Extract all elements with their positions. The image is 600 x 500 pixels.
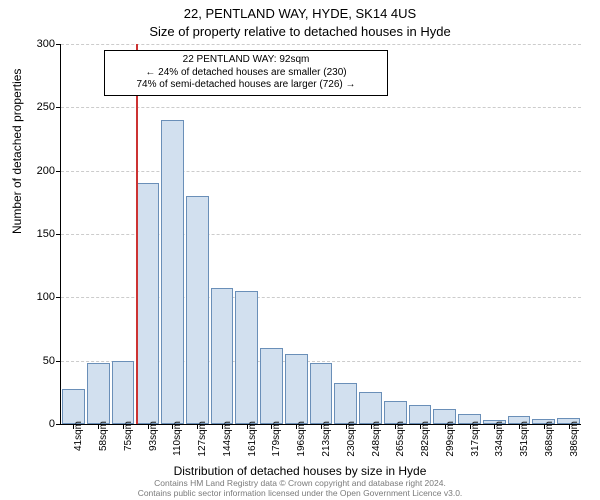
- ytick-mark: [56, 361, 61, 362]
- legend-line-1: 22 PENTLAND WAY: 92sqm: [111, 54, 381, 67]
- x-axis-label: Distribution of detached houses by size …: [0, 464, 600, 478]
- xtick-label: 179sqm: [271, 421, 282, 457]
- histogram-bar: [112, 361, 135, 424]
- histogram-chart: 22, PENTLAND WAY, HYDE, SK14 4US Size of…: [0, 0, 600, 500]
- ytick-label: 250: [15, 101, 55, 113]
- ytick-mark: [56, 44, 61, 45]
- xtick-label: 93sqm: [148, 421, 159, 451]
- ytick-label: 0: [15, 418, 55, 430]
- legend-box: 22 PENTLAND WAY: 92sqm ← 24% of detached…: [104, 50, 388, 96]
- grid-line: [61, 107, 581, 108]
- histogram-bar: [136, 183, 159, 424]
- plot-area: 41sqm58sqm75sqm93sqm110sqm127sqm144sqm16…: [60, 44, 581, 425]
- y-axis-label: Number of detached properties: [10, 69, 24, 234]
- xtick-label: 282sqm: [420, 421, 431, 457]
- ytick-mark: [56, 297, 61, 298]
- histogram-bar: [235, 291, 258, 424]
- xtick-label: 248sqm: [371, 421, 382, 457]
- legend-line-2: ← 24% of detached houses are smaller (23…: [111, 67, 381, 80]
- grid-line: [61, 171, 581, 172]
- histogram-bar: [310, 363, 333, 424]
- ytick-label: 300: [15, 38, 55, 50]
- histogram-bar: [211, 288, 234, 424]
- xtick-label: 213sqm: [321, 421, 332, 457]
- xtick-label: 299sqm: [445, 421, 456, 457]
- xtick-label: 351sqm: [519, 421, 530, 457]
- xtick-label: 317sqm: [470, 421, 481, 457]
- ytick-label: 100: [15, 291, 55, 303]
- ytick-mark: [56, 424, 61, 425]
- attribution-text: Contains HM Land Registry data © Crown c…: [0, 479, 600, 499]
- attribution-line-2: Contains public sector information licen…: [0, 489, 600, 499]
- histogram-bar: [87, 363, 110, 424]
- histogram-bar: [334, 383, 357, 424]
- xtick-label: 58sqm: [98, 421, 109, 451]
- xtick-label: 196sqm: [296, 421, 307, 457]
- ytick-mark: [56, 171, 61, 172]
- xtick-label: 368sqm: [544, 421, 555, 457]
- xtick-label: 41sqm: [73, 421, 84, 451]
- legend-line-3: 74% of semi-detached houses are larger (…: [111, 79, 381, 92]
- ytick-mark: [56, 107, 61, 108]
- histogram-bar: [285, 354, 308, 424]
- xtick-label: 265sqm: [395, 421, 406, 457]
- xtick-label: 144sqm: [222, 421, 233, 457]
- ytick-label: 50: [15, 355, 55, 367]
- xtick-label: 75sqm: [123, 421, 134, 451]
- ytick-label: 200: [15, 165, 55, 177]
- grid-line: [61, 44, 581, 45]
- xtick-label: 127sqm: [197, 421, 208, 457]
- histogram-bar: [161, 120, 184, 424]
- reference-line: [136, 44, 138, 424]
- xtick-label: 110sqm: [172, 421, 183, 456]
- ytick-mark: [56, 234, 61, 235]
- chart-title-main: 22, PENTLAND WAY, HYDE, SK14 4US: [0, 6, 600, 21]
- chart-title-sub: Size of property relative to detached ho…: [0, 24, 600, 39]
- histogram-bar: [62, 389, 85, 424]
- xtick-label: 386sqm: [569, 421, 580, 457]
- xtick-label: 230sqm: [346, 421, 357, 457]
- histogram-bar: [359, 392, 382, 424]
- histogram-bar: [260, 348, 283, 424]
- xtick-label: 161sqm: [247, 421, 258, 457]
- ytick-label: 150: [15, 228, 55, 240]
- histogram-bar: [186, 196, 209, 424]
- xtick-label: 334sqm: [494, 421, 505, 457]
